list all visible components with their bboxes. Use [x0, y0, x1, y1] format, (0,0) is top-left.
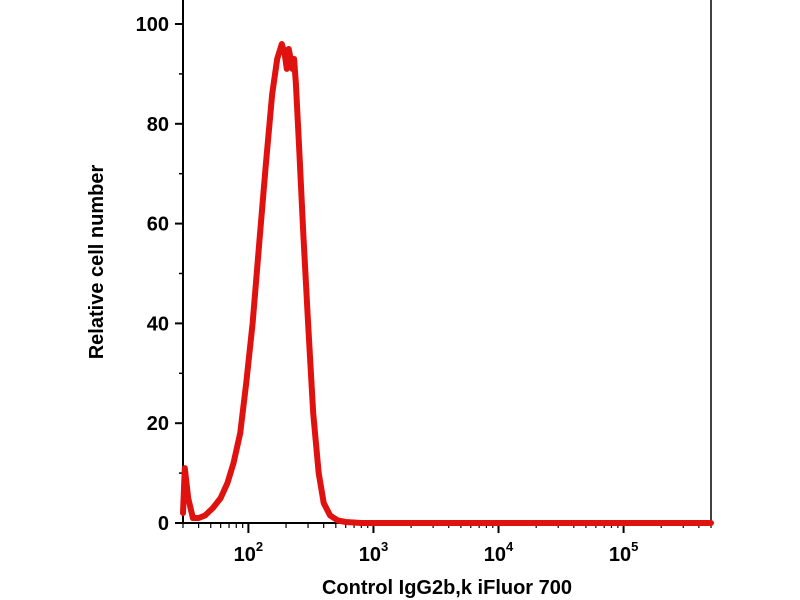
x-tick-base: 10 — [234, 544, 256, 566]
histogram-curve — [180, 41, 714, 526]
axes — [182, 0, 712, 524]
x-tick-base: 10 — [484, 544, 506, 566]
x-tick-base: 10 — [359, 544, 381, 566]
x-tick-label: 102 — [234, 539, 263, 566]
x-tick-exponent: 4 — [506, 539, 514, 554]
y-tick-label: 20 — [147, 413, 169, 435]
y-tick-label: 40 — [147, 313, 169, 335]
x-axis-title: Control IgG2b,k iFluor 700 — [322, 577, 572, 599]
x-tick-exponent: 3 — [381, 539, 388, 554]
y-tick-label: 80 — [147, 114, 169, 136]
x-tick-label: 103 — [359, 539, 388, 566]
x-tick-base: 10 — [609, 544, 631, 566]
x-tick-exponent: 5 — [631, 539, 638, 554]
y-axis-ticks: 0 20 40 60 80 100 — [136, 14, 183, 535]
x-tick-label: 104 — [484, 539, 514, 566]
x-tick-label: 105 — [609, 539, 638, 566]
y-tick-label: 100 — [136, 14, 169, 36]
x-tick-exponent: 2 — [256, 539, 263, 554]
y-tick-label: 60 — [147, 214, 169, 236]
y-axis-title: Relative cell number — [86, 165, 108, 360]
x-axis-ticks: 102 103 104 105 — [182, 523, 712, 566]
y-tick-label: 0 — [158, 513, 169, 535]
